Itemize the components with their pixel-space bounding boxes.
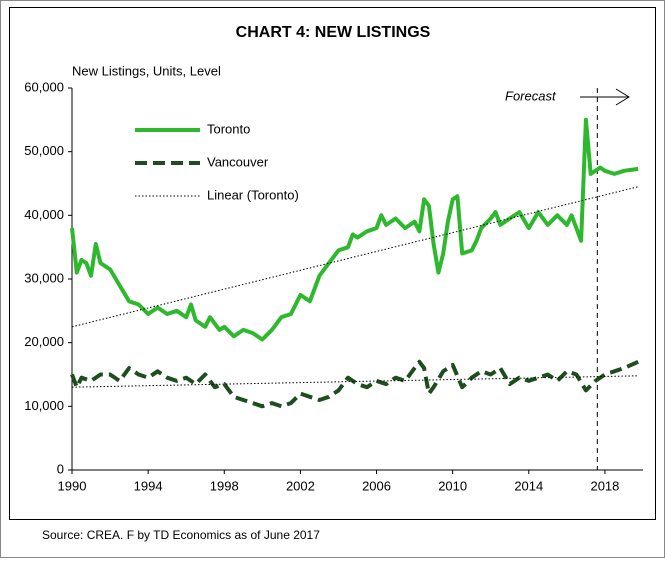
source: Source: CREA. F by TD Economics as of Ju… (42, 528, 320, 542)
forecast-arrow-head (615, 88, 630, 106)
y-tick-label: 0 (57, 461, 64, 476)
legend-label: Toronto (207, 121, 250, 136)
x-tick-label: 2002 (286, 478, 315, 493)
x-tick-label: 2014 (514, 478, 543, 493)
series-line (70, 117, 639, 342)
x-tick-label: 2018 (590, 478, 619, 493)
annotation: Forecast (505, 88, 557, 103)
y-tick-label: 20,000 (24, 334, 64, 349)
y-tick-label: 60,000 (24, 79, 64, 94)
y-tick-label: 50,000 (24, 143, 64, 158)
x-tick-label: 1994 (134, 478, 163, 493)
y-tick-label: 30,000 (24, 270, 64, 285)
chart-title: CHART 4: NEW LISTINGS (236, 24, 431, 41)
y-tick-label: 10,000 (24, 398, 64, 413)
series-line (71, 186, 639, 328)
x-tick-label: 1990 (58, 478, 87, 493)
y-axis-label: New Listings, Units, Level (72, 63, 221, 78)
y-tick-label: 40,000 (24, 207, 64, 222)
chart-frame (9, 7, 656, 520)
x-tick-label: 1998 (210, 478, 239, 493)
x-tick-label: 2006 (362, 478, 391, 493)
x-tick-label: 2010 (438, 478, 467, 493)
legend-label: Linear (Toronto) (207, 187, 299, 202)
series-line (70, 359, 640, 409)
legend-label: Vancouver (207, 154, 269, 169)
